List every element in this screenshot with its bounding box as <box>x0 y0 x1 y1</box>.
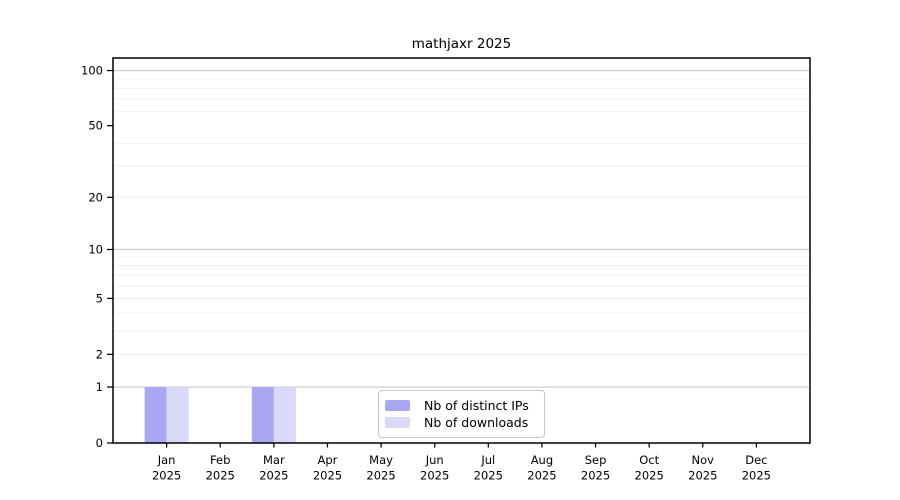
bar-distinct-ips-jan <box>144 387 167 443</box>
legend-swatch-distinct-ips <box>385 400 410 411</box>
y-tick-label-2: 2 <box>96 347 103 361</box>
legend-item-downloads: Nb of downloads <box>385 415 534 430</box>
bar-distinct-ips-mar <box>251 387 274 443</box>
legend-item-distinct-ips: Nb of distinct IPs <box>385 398 534 413</box>
bar-downloads-mar <box>273 387 296 443</box>
y-tick-label-5: 5 <box>96 291 103 305</box>
y-tick-label-1: 1 <box>96 380 103 394</box>
x-tick-label-mar: Mar 2025 <box>259 453 288 483</box>
plot-border <box>112 57 811 444</box>
y-tick-label-50: 50 <box>88 119 103 133</box>
legend-label: Nb of downloads <box>424 415 529 430</box>
x-tick-label-aug: Aug 2025 <box>527 453 556 483</box>
chart-title: mathjaxr 2025 <box>411 36 512 52</box>
legend-label: Nb of distinct IPs <box>424 398 529 413</box>
y-tick-label-10: 10 <box>88 242 103 256</box>
legend: Nb of distinct IPs Nb of downloads <box>378 390 545 438</box>
x-tick-label-nov: Nov 2025 <box>688 453 717 483</box>
y-tick-label-20: 20 <box>88 190 103 204</box>
x-tick-label-jul: Jul 2025 <box>474 453 503 483</box>
x-tick-label-sep: Sep 2025 <box>581 453 610 483</box>
x-tick-label-jun: Jun 2025 <box>420 453 449 483</box>
x-tick-label-may: May 2025 <box>366 453 395 483</box>
y-tick-label-0: 0 <box>96 436 103 450</box>
legend-swatch-downloads <box>385 417 410 428</box>
x-tick-label-dec: Dec 2025 <box>742 453 771 483</box>
bar-downloads-jan <box>166 387 189 443</box>
x-tick-label-jan: Jan 2025 <box>152 453 181 483</box>
x-tick-label-oct: Oct 2025 <box>635 453 664 483</box>
y-tick-label-100: 100 <box>81 64 103 78</box>
x-tick-label-apr: Apr 2025 <box>313 453 342 483</box>
x-tick-label-feb: Feb 2025 <box>206 453 235 483</box>
